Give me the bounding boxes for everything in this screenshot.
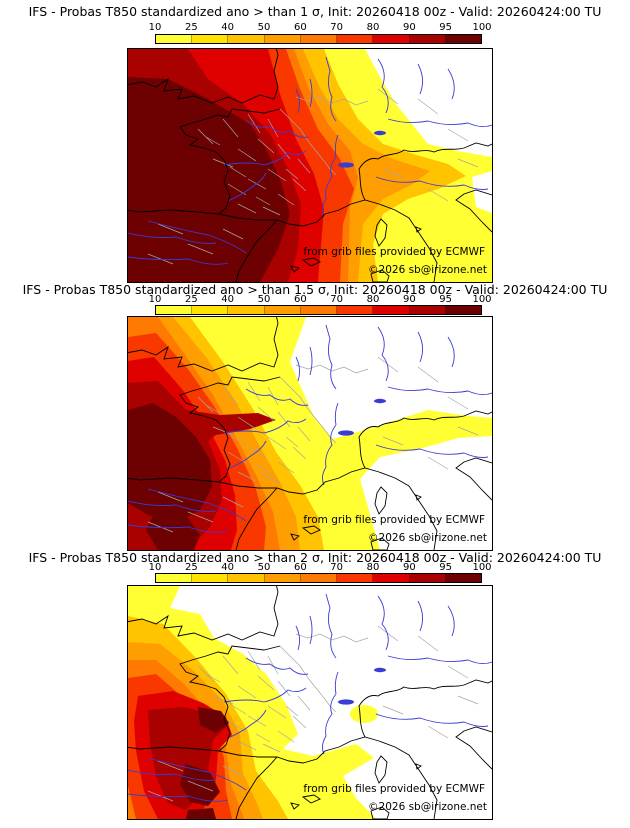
scale-segment xyxy=(373,35,410,43)
panel3-probability-field xyxy=(128,586,492,819)
panel2-probability-field xyxy=(128,317,492,550)
scale-segment xyxy=(409,35,446,43)
credit-copyright: ©2026 sb@irizone.net xyxy=(368,264,487,276)
scale-segment xyxy=(264,35,301,43)
scale-segment xyxy=(300,306,338,314)
scale-tick-label: 70 xyxy=(330,294,344,305)
scale-segment xyxy=(337,574,374,582)
scale-segment xyxy=(373,574,410,582)
panel2-map: from grib files provided by ECMWF ©2026 … xyxy=(127,316,493,551)
panel1-title: IFS - Probas T850 standardized ano > tha… xyxy=(28,4,602,19)
scale-segment xyxy=(445,35,481,43)
scale-segment xyxy=(228,574,265,582)
scale-tick-label: 70 xyxy=(330,562,344,573)
scale-tick-label: 60 xyxy=(293,294,307,305)
scale-segment xyxy=(264,306,301,314)
scale-segment xyxy=(337,35,374,43)
panel1-map: from grib files provided by ECMWF ©2026 … xyxy=(127,48,493,283)
scale-tick-label: 40 xyxy=(221,22,235,33)
credit-ecmwf: from grib files provided by ECMWF xyxy=(303,514,485,526)
scale-tick-label: 25 xyxy=(184,294,198,305)
scale-tick-label: 40 xyxy=(221,294,235,305)
scale-tick-label: 10 xyxy=(148,562,162,573)
scale-segment xyxy=(409,574,446,582)
scale-segment xyxy=(192,574,229,582)
scale-tick-label: 95 xyxy=(439,22,453,33)
panel1-scale-ticks: 10 25 40 50 60 70 80 90 95 100 xyxy=(149,22,492,33)
scale-tick-label: 60 xyxy=(293,562,307,573)
credit-ecmwf: from grib files provided by ECMWF xyxy=(303,246,485,258)
scale-tick-label: 50 xyxy=(257,294,271,305)
credit-ecmwf: from grib files provided by ECMWF xyxy=(303,783,485,795)
panel1-scale-bar xyxy=(155,34,482,44)
scale-segment xyxy=(192,306,229,314)
scale-tick-label: 40 xyxy=(221,562,235,573)
scale-segment xyxy=(300,35,338,43)
scale-tick-label: 60 xyxy=(293,22,307,33)
panel2-scale-bar xyxy=(155,305,482,315)
scale-tick-label: 10 xyxy=(148,294,162,305)
scale-tick-label: 25 xyxy=(184,22,198,33)
scale-segment xyxy=(445,574,481,582)
panel2-scale-ticks: 10 25 40 50 60 70 80 90 95 100 xyxy=(149,294,492,305)
scale-tick-label: 100 xyxy=(472,294,492,305)
scale-tick-label: 80 xyxy=(366,22,380,33)
panel3-title: IFS - Probas T850 standardized ano > tha… xyxy=(28,550,602,565)
scale-segment xyxy=(228,35,265,43)
scale-segment xyxy=(156,35,193,43)
scale-tick-label: 50 xyxy=(257,22,271,33)
scale-segment xyxy=(373,306,410,314)
scale-segment xyxy=(192,35,229,43)
scale-tick-label: 70 xyxy=(330,22,344,33)
scale-tick-label: 100 xyxy=(472,22,492,33)
scale-segment xyxy=(445,306,481,314)
scale-tick-label: 25 xyxy=(184,562,198,573)
scale-segment xyxy=(228,306,265,314)
scale-tick-label: 50 xyxy=(257,562,271,573)
panel3-scale-ticks: 10 25 40 50 60 70 80 90 95 100 xyxy=(149,562,492,573)
scale-tick-label: 95 xyxy=(439,294,453,305)
scale-tick-label: 95 xyxy=(439,562,453,573)
scale-segment xyxy=(156,306,193,314)
credit-copyright: ©2026 sb@irizone.net xyxy=(368,801,487,813)
scale-tick-label: 90 xyxy=(402,22,416,33)
scale-segment xyxy=(337,306,374,314)
panel2-title: IFS - Probas T850 standardized ano > tha… xyxy=(22,282,608,297)
panel1-probability-field xyxy=(128,49,492,282)
panel3-map: from grib files provided by ECMWF ©2026 … xyxy=(127,585,493,820)
scale-tick-label: 80 xyxy=(366,294,380,305)
scale-tick-label: 90 xyxy=(402,294,416,305)
scale-tick-label: 80 xyxy=(366,562,380,573)
scale-tick-label: 90 xyxy=(402,562,416,573)
credit-copyright: ©2026 sb@irizone.net xyxy=(368,532,487,544)
scale-segment xyxy=(156,574,193,582)
scale-tick-label: 100 xyxy=(472,562,492,573)
scale-segment xyxy=(300,574,338,582)
scale-tick-label: 10 xyxy=(148,22,162,33)
panel3-scale-bar xyxy=(155,573,482,583)
scale-segment xyxy=(409,306,446,314)
scale-segment xyxy=(264,574,301,582)
